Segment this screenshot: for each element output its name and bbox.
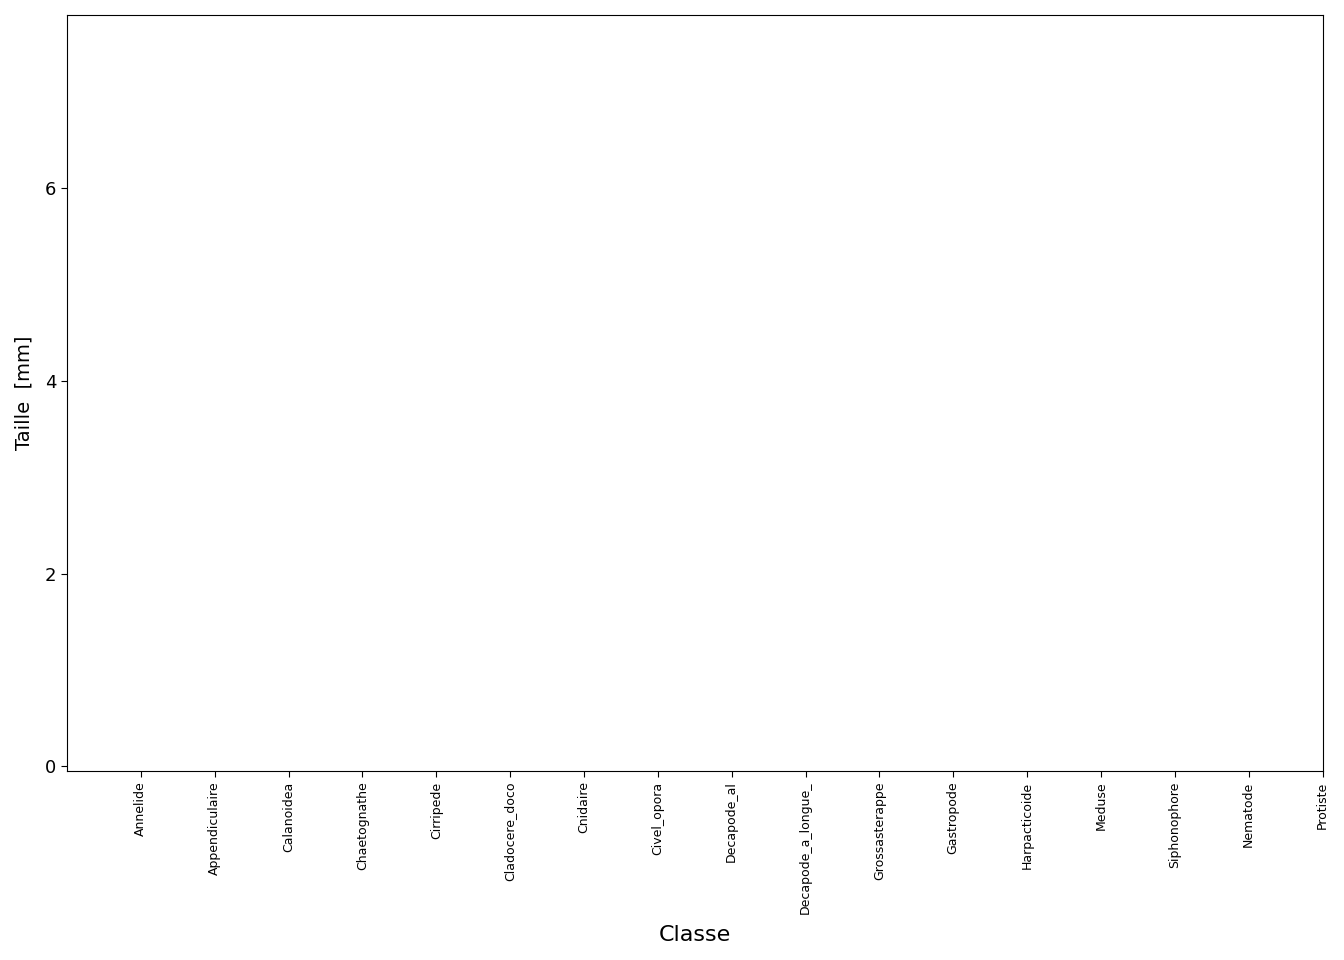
Y-axis label: Taille  [mm]: Taille [mm] (15, 336, 34, 450)
X-axis label: Classe: Classe (659, 925, 731, 945)
